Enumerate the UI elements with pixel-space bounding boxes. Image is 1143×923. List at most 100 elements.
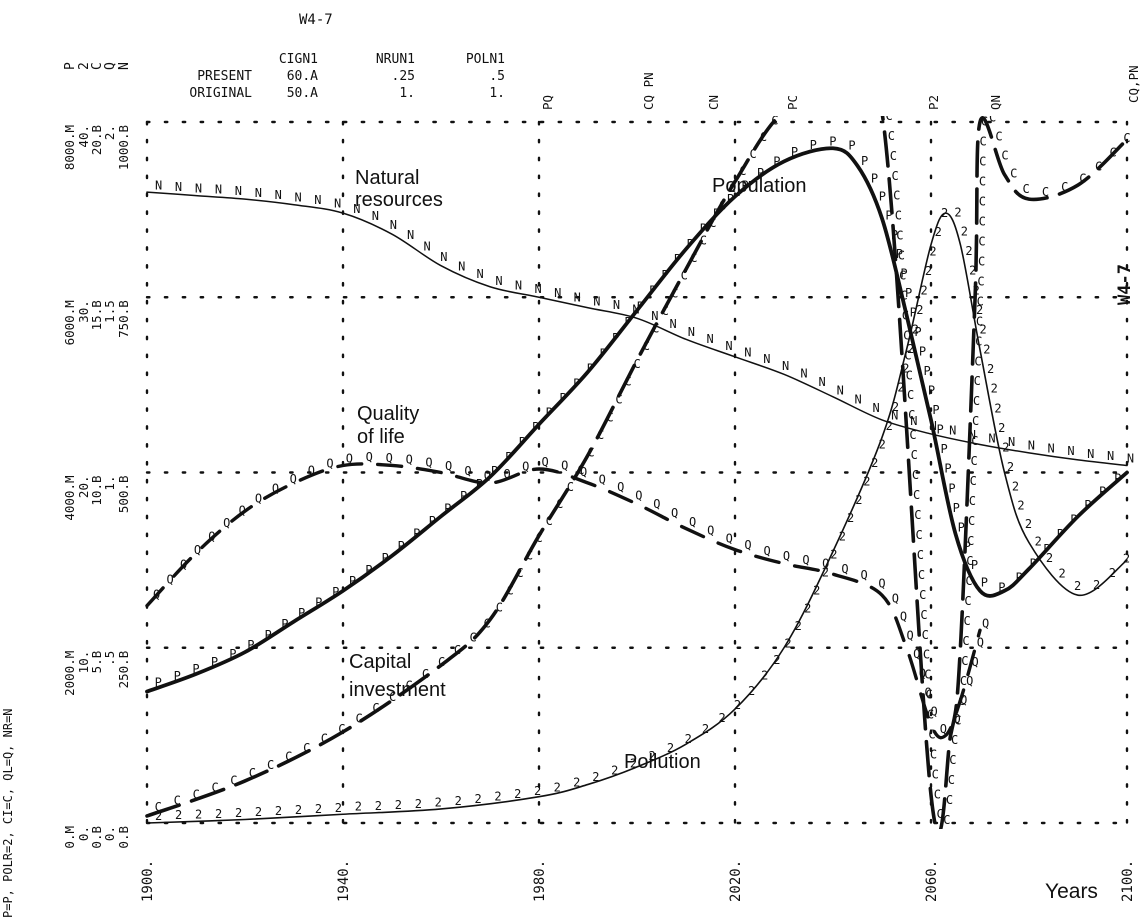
point-marker-capital-investment: C	[634, 357, 641, 371]
point-marker-population: P	[879, 190, 886, 204]
point-marker-capital-investment: C	[526, 549, 533, 563]
y-tick-label-c: 10.B	[89, 476, 104, 506]
point-marker-pollution: 2	[275, 804, 282, 818]
point-marker-pollution: 2	[1109, 566, 1116, 580]
point-marker-capital-investment: C	[700, 234, 707, 248]
margin-code: W4-7	[1115, 264, 1135, 305]
point-marker-natural-resources: N	[891, 408, 898, 422]
point-marker-capital-investment: C	[536, 531, 543, 545]
point-marker-capital-investment: C	[389, 690, 396, 704]
point-marker-pollution: 2	[494, 789, 501, 803]
point-marker-natural-resources: N	[195, 181, 202, 195]
point-marker-quality-of-life: Q	[841, 562, 848, 576]
point-marker-pollution: 2	[1046, 551, 1053, 565]
point-marker-natural-resources: N	[353, 202, 360, 216]
point-marker-population: P	[505, 450, 512, 464]
point-marker-population: P	[365, 563, 372, 577]
point-marker-population: P	[491, 464, 498, 478]
point-marker-pollution: 2	[761, 669, 768, 683]
annotation-capital-investment: Capital investment	[349, 651, 446, 701]
point-marker-pollution: 2	[847, 511, 854, 525]
point-marker-capital-investment: C	[587, 446, 594, 460]
point-marker-pollution: 2	[784, 636, 791, 650]
point-marker-capital-investment: C	[978, 234, 985, 248]
point-marker-capital-investment: C	[624, 375, 631, 389]
point-marker-natural-resources: N	[423, 239, 430, 253]
point-marker-capital-investment: C	[937, 807, 944, 821]
parameter-header: POLN1	[466, 52, 505, 67]
point-marker-quality-of-life: Q	[860, 568, 867, 582]
point-marker-pollution: 2	[813, 584, 820, 598]
point-marker-pollution: 2	[980, 323, 987, 337]
point-marker-quality-of-life: Q	[425, 455, 432, 469]
point-marker-pollution: 2	[1025, 517, 1032, 531]
point-marker-quality-of-life: Q	[707, 523, 714, 537]
annotation-natural-resources: Natural resources	[355, 167, 443, 211]
point-marker-pollution: 2	[514, 787, 521, 801]
point-marker-quality-of-life: Q	[822, 557, 829, 571]
point-marker-population: P	[637, 299, 644, 313]
point-marker-quality-of-life: Q	[208, 529, 215, 543]
point-marker-capital-investment: C	[913, 488, 920, 502]
point-marker-capital-investment: C	[919, 588, 926, 602]
point-marker-natural-resources: N	[1048, 441, 1055, 455]
point-marker-pollution: 2	[773, 653, 780, 667]
x-tick-label: 2020.	[728, 860, 744, 902]
overlap-notes: PQ CQ PN CN PC P2 QN CQ,PN	[540, 65, 1141, 110]
point-marker-quality-of-life: Q	[913, 647, 920, 661]
point-marker-population: P	[829, 134, 836, 148]
point-marker-pollution: 2	[748, 684, 755, 698]
point-marker-capital-investment: C	[230, 774, 237, 788]
point-marker-natural-resources: N	[372, 209, 379, 223]
point-marker-capital-investment: C	[267, 758, 274, 772]
point-marker-pollution: 2	[879, 438, 886, 452]
series-capital-investment: C C C C CCCCCCCCCCCCCCCCCCCCCCCCCCCCCCCCCCCC…	[145, 113, 1131, 829]
point-marker-natural-resources: N	[407, 228, 414, 242]
point-marker-natural-resources: N	[255, 186, 262, 200]
y-tick-label-p: 6000.M	[62, 300, 77, 345]
point-marker-pollution: 2	[954, 206, 961, 220]
point-marker-pollution: 2	[1123, 552, 1130, 566]
point-marker-pollution: 2	[295, 803, 302, 817]
point-marker-population: P	[791, 145, 798, 159]
point-marker-quality-of-life: Q	[272, 481, 279, 495]
point-marker-capital-investment: C	[967, 534, 974, 548]
parameter-value: 60.A	[287, 69, 318, 84]
point-marker-capital-investment: C	[904, 348, 911, 362]
point-marker-pollution: 2	[907, 342, 914, 356]
point-marker-quality-of-life: Q	[194, 543, 201, 557]
point-marker-population: P	[937, 423, 944, 437]
point-marker-quality-of-life: Q	[764, 544, 771, 558]
point-marker-quality-of-life: Q	[940, 722, 947, 736]
point-marker-capital-investment: C	[912, 468, 919, 482]
point-marker-quality-of-life: Q	[907, 628, 914, 642]
point-marker-pollution: 2	[976, 303, 983, 317]
point-marker-pollution: 2	[925, 264, 932, 278]
y-tick-label-2: 40.	[76, 125, 91, 148]
point-marker-capital-investment: C	[546, 514, 553, 528]
point-marker-capital-investment: C	[971, 434, 978, 448]
point-marker-population: P	[932, 403, 939, 417]
point-marker-population: P	[211, 655, 218, 669]
x-tick-label: 2100.	[1120, 860, 1136, 902]
point-marker-population: P	[532, 420, 539, 434]
point-marker-population: P	[1057, 527, 1064, 541]
left-series-legend: P=P, POLR=2, CI=C, QL=Q, NR=N	[1, 708, 15, 918]
point-marker-quality-of-life: Q	[542, 455, 549, 469]
point-marker-pollution: 2	[863, 475, 870, 489]
point-marker-capital-investment: C	[615, 393, 622, 407]
point-marker-natural-resources: N	[763, 352, 770, 366]
point-marker-quality-of-life: Q	[326, 456, 333, 470]
point-marker-capital-investment: C	[422, 667, 429, 681]
point-marker-natural-resources: N	[988, 432, 995, 446]
point-marker-pollution: 2	[315, 802, 322, 816]
point-marker-pollution: 2	[886, 419, 893, 433]
point-marker-population: P	[624, 315, 631, 329]
point-marker-capital-investment: C	[934, 787, 941, 801]
point-marker-quality-of-life: Q	[977, 636, 984, 650]
overlap-note: QN	[988, 95, 1003, 110]
point-marker-capital-investment: C	[771, 113, 778, 127]
point-marker-pollution: 2	[1012, 479, 1019, 493]
point-marker-pollution: 2	[474, 792, 481, 806]
